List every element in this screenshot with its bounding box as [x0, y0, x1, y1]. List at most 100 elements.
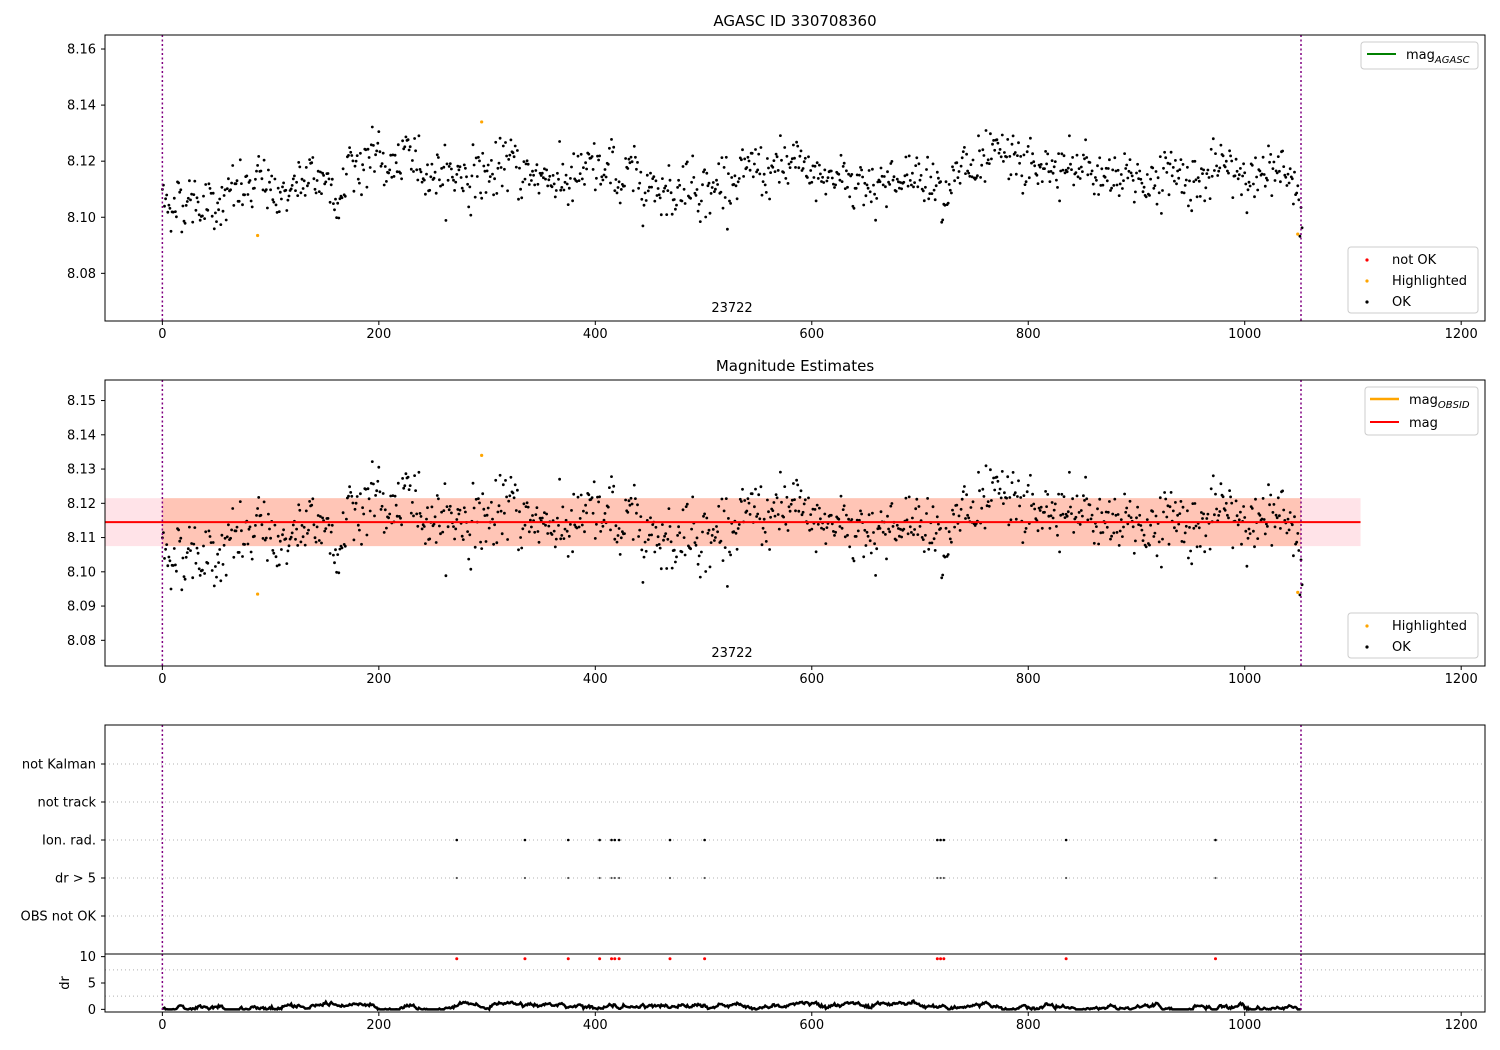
- dr-flag-marker: [668, 957, 672, 961]
- ok-point: [820, 180, 823, 183]
- ok-point: [546, 532, 550, 535]
- ok-point: [194, 208, 198, 212]
- ok-point: [248, 179, 252, 182]
- ok-point: [816, 522, 820, 526]
- ok-point: [491, 517, 494, 521]
- ok-point: [914, 507, 918, 511]
- ok-point: [1131, 525, 1135, 529]
- ok-point: [793, 498, 796, 501]
- ok-point: [659, 213, 663, 217]
- ok-point: [512, 496, 516, 500]
- ok-point: [1088, 161, 1092, 164]
- ok-point: [714, 187, 717, 191]
- ok-point: [618, 553, 622, 556]
- ok-point: [370, 125, 374, 129]
- ok-point: [746, 497, 750, 500]
- ok-point: [785, 154, 789, 158]
- ok-point: [978, 489, 981, 493]
- ok-point: [592, 142, 596, 145]
- ok-point: [530, 179, 533, 182]
- ok-point: [458, 508, 462, 512]
- ok-point: [1132, 200, 1136, 204]
- ok-point: [934, 531, 938, 535]
- ok-point: [808, 528, 811, 532]
- ok-point: [354, 501, 358, 505]
- ok-point: [617, 180, 621, 184]
- ok-point: [1153, 184, 1157, 188]
- ok-point: [540, 516, 544, 520]
- ok-point: [420, 180, 424, 184]
- ok-point: [788, 166, 792, 170]
- ok-point: [580, 177, 584, 181]
- x-tick-label: 200: [366, 327, 391, 342]
- ok-point: [273, 177, 277, 181]
- ok-point: [757, 152, 761, 156]
- ok-point: [1002, 502, 1005, 505]
- ok-point: [166, 564, 170, 568]
- ok-point: [1297, 549, 1301, 552]
- ok-point: [569, 177, 572, 180]
- ok-point: [1046, 493, 1050, 496]
- ok-swatch-2: [1365, 645, 1369, 649]
- ok-point: [930, 192, 934, 196]
- ok-point: [375, 149, 379, 153]
- ok-point: [879, 510, 883, 514]
- ok-point: [881, 183, 885, 187]
- ok-point: [1174, 501, 1177, 504]
- ok-point: [848, 545, 852, 549]
- dr-flag: [936, 876, 939, 880]
- ok-point: [303, 194, 307, 197]
- ok-point: [989, 468, 992, 472]
- dr-flag: [1214, 876, 1217, 880]
- ok-point: [269, 188, 272, 192]
- ok-point: [760, 193, 764, 197]
- ok-point: [1176, 169, 1179, 173]
- ok-point: [943, 555, 947, 559]
- ok-point: [1286, 172, 1290, 176]
- ok-point: [1039, 163, 1043, 166]
- ion-rad-flag: [668, 838, 672, 842]
- ok-point: [706, 531, 710, 535]
- ok-point: [860, 512, 863, 516]
- ok-point: [222, 194, 226, 197]
- ok-point: [366, 147, 370, 151]
- ok-point: [1176, 513, 1179, 517]
- ok-point: [1285, 184, 1289, 187]
- ok-point: [328, 200, 332, 204]
- estimates-y-axis: 8.088.098.108.118.128.138.148.15: [67, 394, 105, 649]
- ok-point: [1026, 145, 1030, 148]
- ok-point: [996, 479, 1000, 483]
- ok-point: [690, 180, 693, 184]
- ok-point: [1020, 174, 1024, 178]
- x-tick-label: 0: [158, 672, 166, 687]
- ok-point: [814, 550, 818, 554]
- ok-point: [299, 191, 303, 195]
- ok-point: [509, 475, 513, 479]
- ok-point: [554, 537, 558, 541]
- ok-point: [218, 197, 222, 201]
- ok-point: [1128, 158, 1132, 162]
- ok-point: [943, 203, 947, 207]
- ok-point: [175, 215, 178, 219]
- ok-point: [1124, 167, 1128, 170]
- ok-point: [654, 179, 658, 183]
- ok-point: [1287, 528, 1291, 532]
- ok-point: [925, 512, 928, 515]
- ok-point: [1010, 142, 1014, 146]
- ok-point: [550, 533, 554, 536]
- ok-point: [740, 158, 743, 162]
- ok-point: [811, 507, 815, 511]
- ok-point: [873, 192, 876, 196]
- ok-point: [907, 154, 911, 158]
- ok-point: [379, 164, 383, 168]
- ok-point: [352, 189, 356, 193]
- x-tick-label: 1200: [1445, 1018, 1478, 1033]
- ok-point: [195, 546, 199, 550]
- ok-point: [1029, 473, 1032, 477]
- ok-point: [761, 180, 765, 184]
- ok-point: [855, 173, 859, 177]
- ok-point: [511, 151, 515, 155]
- ok-point: [798, 154, 802, 158]
- ok-point: [1100, 167, 1104, 171]
- highlighted-point: [480, 453, 484, 457]
